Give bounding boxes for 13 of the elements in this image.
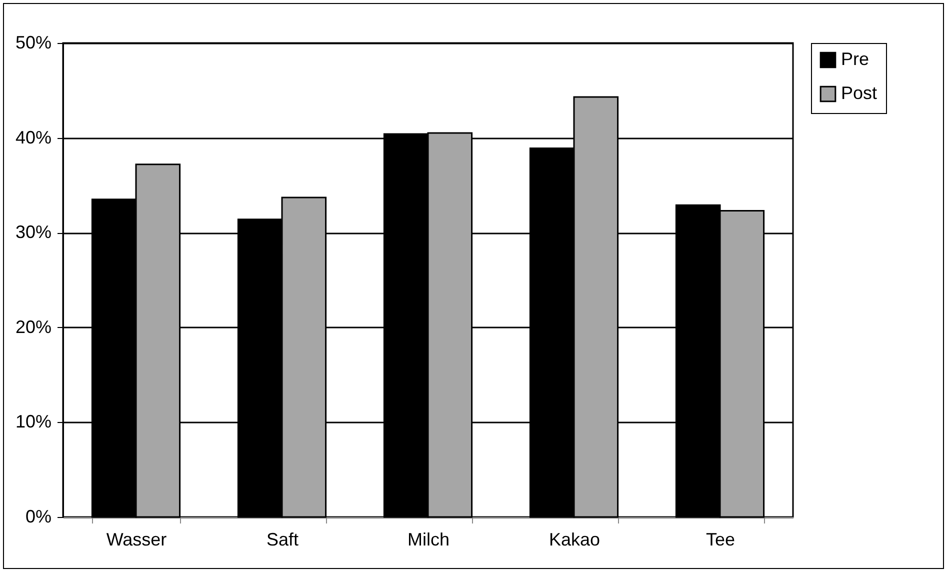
y-tick-label: 10% xyxy=(15,412,52,432)
y-tick-label: 30% xyxy=(15,222,52,242)
legend-label: Post xyxy=(841,83,878,103)
y-tick-label: 20% xyxy=(15,316,52,337)
legend-label: Pre xyxy=(841,49,870,69)
y-tick-label: 40% xyxy=(15,127,52,148)
x-tick-label: Wasser xyxy=(106,530,167,550)
x-tick-label: Milch xyxy=(407,530,450,550)
y-tick-label: 0% xyxy=(25,506,52,526)
x-tick-label: Kakao xyxy=(548,530,600,550)
y-tick-label: 50% xyxy=(15,32,52,52)
x-tick-label: Saft xyxy=(266,530,299,550)
x-tick-label: Tee xyxy=(706,530,736,550)
